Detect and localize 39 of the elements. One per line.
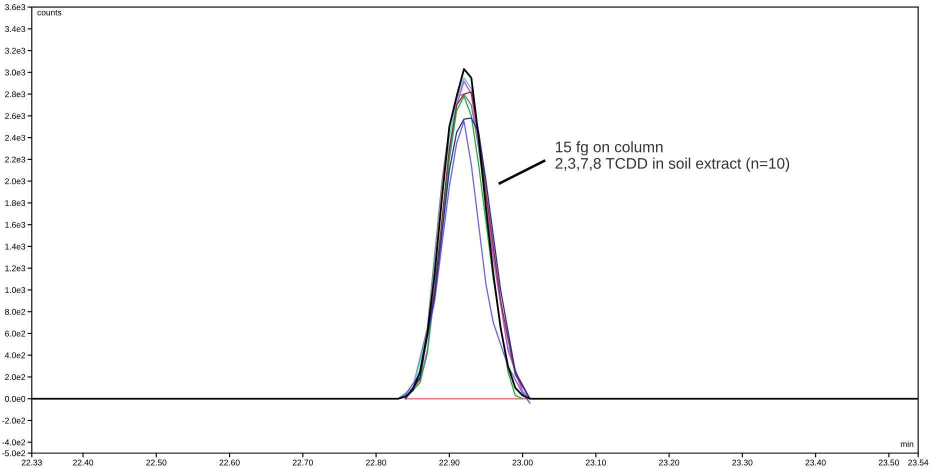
x-tick-label: 22.80 (366, 460, 386, 466)
y-tick-label: 2.6e3 (5, 113, 26, 119)
x-tick-label: 22.33 (22, 460, 42, 466)
y-tick-label: 1.8e3 (5, 200, 26, 206)
y-tick-label: 2.4e3 (5, 134, 26, 141)
y-tick-label: -5.0e2 (2, 450, 26, 456)
x-tick-label: 23.50 (878, 460, 899, 466)
y-tick-label: 0.0e0 (5, 396, 26, 402)
y-tick-label: -4.0e2 (2, 439, 26, 446)
y-tick-label: 1.0e3 (5, 287, 26, 294)
y-tick-label: 1.4e3 (5, 244, 26, 250)
y-tick-label: 3.6e3 (5, 4, 26, 10)
x-tick-label: 22.40 (73, 460, 94, 466)
x-tick-label: 22.50 (146, 460, 166, 466)
y-tick-label: 3.2e3 (5, 48, 26, 54)
x-tick-label: 23.30 (732, 460, 752, 466)
x-tick-label: 23.54 (908, 460, 928, 466)
y-tick-label: 4.0e2 (4, 352, 26, 358)
y-tick-label: 1.6e3 (5, 222, 26, 228)
y-tick-label: 8.0e2 (5, 308, 26, 315)
x-axis-title: min (900, 440, 914, 447)
x-tick-label: 22.90 (439, 460, 460, 466)
annotation: 15 fg on column 2,3,7,8 TCDD in soil extract (n=10) (556, 141, 790, 172)
y-tick-label: 3.4e3 (5, 26, 26, 32)
y-tick-label: 2.2e3 (5, 156, 26, 162)
y-tick-label: -2.0e2 (2, 418, 26, 424)
y-tick-label: 2.0e3 (5, 178, 26, 184)
y-axis-title: counts (37, 10, 62, 16)
x-tick-label: 23.20 (659, 460, 680, 466)
y-tick-label: 6.0e2 (5, 330, 26, 337)
y-tick-label: 2.0e2 (5, 374, 26, 380)
x-tick-label: 23.40 (806, 460, 826, 466)
y-tick-label: 1.2e3 (5, 265, 26, 272)
y-tick-label: 3.0e3 (5, 70, 26, 76)
x-tick-label: 22.70 (292, 460, 313, 466)
x-tick-label: 23.10 (586, 460, 606, 466)
y-tick-label: 2.8e3 (5, 91, 26, 98)
x-tick-label: 23.00 (512, 460, 533, 466)
x-tick-label: 22.60 (220, 460, 240, 466)
